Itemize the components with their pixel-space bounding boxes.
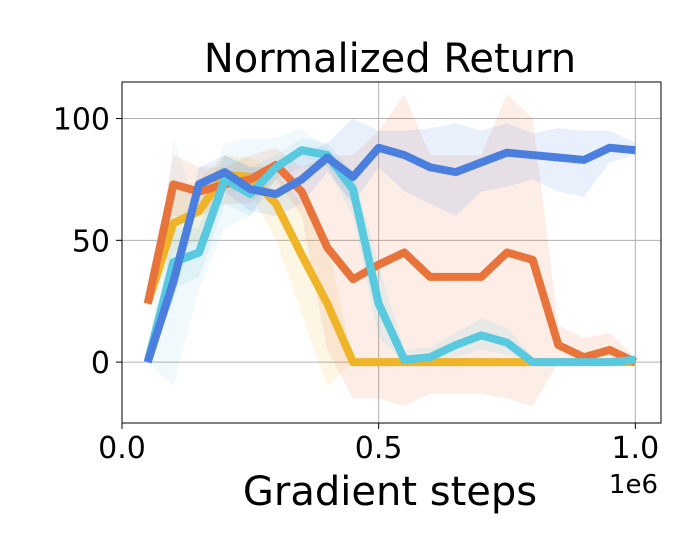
x-axis-label: Gradient steps	[243, 469, 537, 515]
series-lines	[143, 143, 638, 367]
y-tick-label: 0	[91, 346, 110, 381]
series-band	[147, 138, 636, 363]
x-tick-label: 1.0	[611, 431, 659, 466]
y-tick-label: 100	[53, 103, 110, 138]
x-axis-offset-label: 1e6	[609, 470, 658, 500]
series-band	[147, 155, 636, 387]
x-tick-label: 0.0	[98, 431, 146, 466]
x-tick-label: 0.5	[355, 431, 403, 466]
axis-ticks: 0.0 0.5 1.0 0 50 100	[53, 103, 659, 466]
plot-frame	[121, 81, 662, 424]
series-line	[143, 143, 636, 364]
chart-title: Normalized Return	[204, 36, 576, 82]
series-line	[143, 146, 636, 367]
y-tick-label: 50	[72, 224, 110, 259]
